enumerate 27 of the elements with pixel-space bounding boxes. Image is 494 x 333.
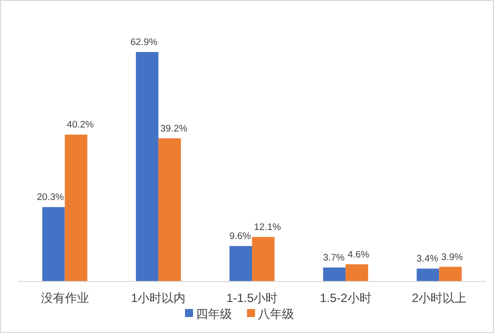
data-label: 3.4% bbox=[416, 254, 439, 265]
bar bbox=[230, 246, 252, 281]
x-tick-label: 1-1.5小时 bbox=[226, 291, 278, 305]
bar bbox=[323, 268, 346, 281]
data-label: 39.2% bbox=[160, 123, 188, 134]
x-tick-label: 2小时以上 bbox=[412, 291, 467, 305]
data-label: 3.9% bbox=[441, 252, 464, 263]
data-label: 20.3% bbox=[36, 192, 64, 204]
legend-label: 八年级 bbox=[258, 307, 294, 321]
x-tick-label: 没有作业 bbox=[40, 291, 89, 305]
bar bbox=[416, 268, 440, 281]
x-tick-label: 1小时以内 bbox=[131, 291, 186, 305]
x-tick-label: 1.5-2小时 bbox=[320, 291, 372, 305]
bar bbox=[64, 134, 88, 281]
data-label: 4.6% bbox=[348, 249, 370, 260]
data-label: 3.7% bbox=[322, 252, 346, 264]
bar bbox=[346, 264, 368, 281]
data-label: 9.6% bbox=[229, 231, 252, 242]
bar bbox=[136, 52, 158, 281]
data-label: 40.2% bbox=[66, 120, 94, 131]
bar bbox=[158, 138, 181, 281]
data-label: 12.1% bbox=[254, 222, 282, 233]
bar bbox=[439, 266, 462, 281]
legend-label: 四年级 bbox=[196, 307, 232, 321]
bar bbox=[42, 207, 65, 281]
data-label: 62.9% bbox=[130, 37, 158, 48]
bar bbox=[252, 236, 274, 281]
